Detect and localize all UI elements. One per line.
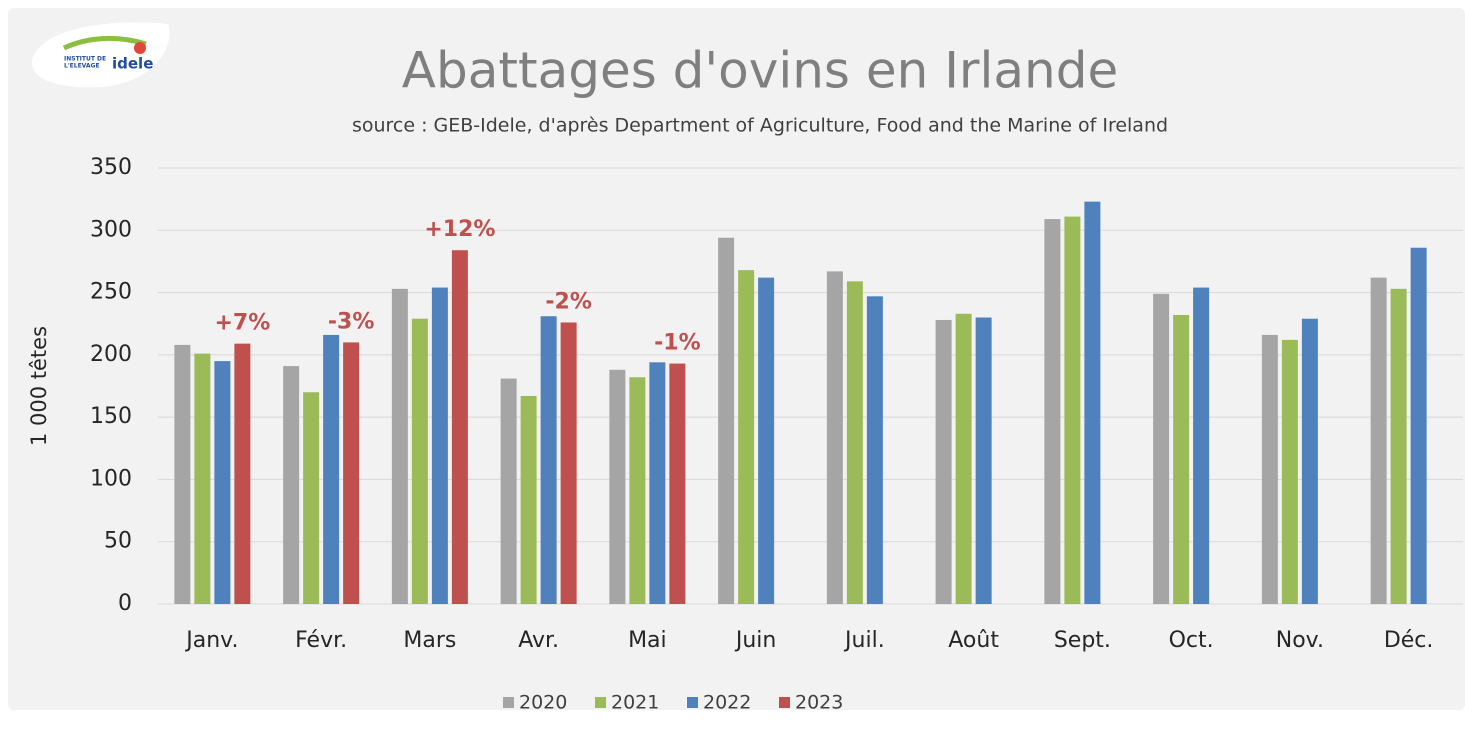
bar (214, 361, 231, 604)
bar (520, 395, 537, 604)
bar (431, 287, 448, 604)
bar (649, 362, 666, 604)
legend-swatch (779, 697, 790, 708)
x-tick-label: Oct. (1169, 628, 1214, 653)
legend-label: 2020 (519, 692, 567, 714)
bar (846, 281, 863, 604)
bar (1301, 318, 1318, 604)
x-tick-label: Déc. (1384, 628, 1434, 653)
bar (669, 363, 686, 604)
x-tick-label: Août (948, 628, 999, 653)
bar (500, 378, 517, 604)
logo-dot (134, 42, 146, 54)
bar (975, 317, 992, 604)
logo: INSTITUT DE L'ELEVAGE idele (31, 22, 170, 88)
bar (540, 316, 557, 604)
bar (560, 322, 577, 604)
legend-label: 2021 (611, 692, 659, 714)
bar (826, 271, 843, 604)
bar (343, 342, 360, 604)
logo-text: L'ELEVAGE (64, 63, 100, 70)
bar (1064, 216, 1081, 604)
bar (1390, 288, 1407, 604)
x-tick-label: Sept. (1054, 628, 1111, 653)
bar (629, 377, 646, 604)
x-tick-label: Janv. (184, 628, 238, 653)
bar (411, 318, 428, 604)
bar (1153, 293, 1170, 604)
bar (955, 313, 972, 604)
annotation: -3% (328, 309, 374, 334)
bar (935, 319, 952, 604)
bar (174, 344, 191, 604)
x-tick-label: Juin (734, 628, 777, 653)
x-tick-label: Avr. (518, 628, 559, 653)
bar (194, 353, 211, 604)
bar (1261, 334, 1278, 604)
y-tick-label: 100 (90, 466, 132, 491)
legend: 2020 2021 2022 2023 (503, 692, 843, 714)
x-tick-label: Mars (403, 628, 456, 653)
y-tick-label: 50 (104, 529, 132, 554)
bar (1410, 247, 1427, 604)
logo-shape (31, 22, 170, 88)
bar (738, 270, 755, 604)
bar (451, 250, 468, 604)
bar (866, 296, 883, 604)
legend-swatch (687, 697, 698, 708)
logo-swoosh (62, 35, 147, 51)
chart-subtitle: source : GEB-Idele, d'après Department o… (352, 115, 1168, 137)
x-tick-label: Févr. (295, 628, 347, 653)
legend-label: 2023 (795, 692, 843, 714)
y-tick-label: 250 (90, 280, 132, 305)
y-axis-label: 1 000 têtes (27, 326, 51, 446)
bar (1370, 277, 1387, 604)
chart-title: Abattages d'ovins en Irlande (402, 42, 1118, 100)
bar (1193, 287, 1210, 604)
bar (234, 343, 251, 604)
legend-swatch (595, 697, 606, 708)
bar (758, 277, 775, 604)
y-tick-label: 350 (90, 155, 132, 180)
annotation: -1% (654, 331, 700, 356)
logo-text: INSTITUT DE (64, 56, 106, 63)
bar (1044, 219, 1061, 604)
annotation: +7% (214, 311, 270, 336)
bar (303, 392, 320, 604)
legend-label: 2022 (703, 692, 751, 714)
annotation: +12% (424, 217, 495, 242)
y-tick-label: 200 (90, 342, 132, 367)
bar (323, 334, 340, 604)
y-tick-label: 150 (90, 404, 132, 429)
bar (718, 237, 735, 604)
bar (1084, 201, 1101, 605)
background (8, 8, 1465, 710)
logo-brand: idele (112, 55, 153, 73)
y-tick-label: 0 (118, 591, 132, 616)
x-tick-label: Juil. (843, 628, 885, 653)
bar (391, 288, 408, 604)
bar (1173, 314, 1190, 604)
bar (609, 369, 626, 604)
bar (1281, 339, 1298, 604)
annotation: -2% (545, 289, 591, 314)
bar (283, 366, 300, 604)
y-tick-label: 300 (90, 217, 132, 242)
legend-swatch (503, 697, 514, 708)
x-tick-label: Nov. (1276, 628, 1324, 653)
x-tick-label: Mai (628, 628, 667, 653)
